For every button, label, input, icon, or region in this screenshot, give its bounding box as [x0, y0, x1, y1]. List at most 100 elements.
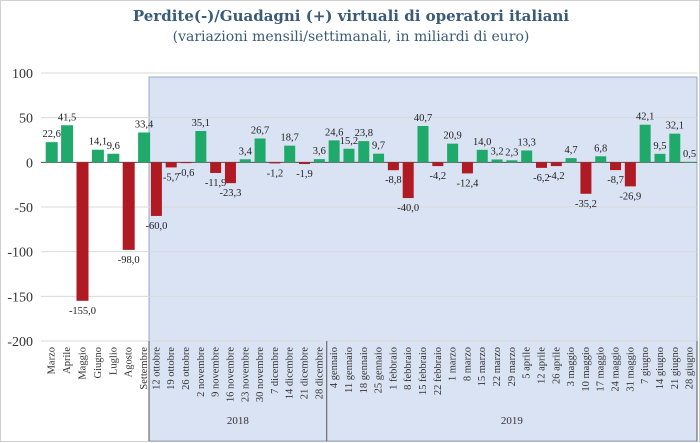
x-category-label: 16 novembre [225, 347, 236, 402]
bar-value-label: 3,2 [490, 146, 503, 157]
bar [180, 162, 192, 164]
bar-value-label: 15,2 [340, 136, 358, 147]
bar-value-label: 23,8 [355, 128, 373, 139]
x-category-label: 5 aprile [522, 347, 533, 379]
y-tick-label: 50 [19, 112, 33, 127]
x-category-label: 9 novembre [211, 347, 222, 397]
year-label: 2018 [227, 415, 250, 427]
chart-title: Perdite(-)/Guadagni (+) virtuali di oper… [132, 7, 570, 25]
x-category-label: 29 marzo [507, 347, 518, 386]
bar [269, 162, 281, 164]
bar-value-label: 24,6 [325, 127, 343, 138]
bar [138, 132, 151, 163]
bar [165, 162, 177, 168]
bar [654, 153, 666, 163]
bar [580, 162, 592, 194]
bar-value-label: 14,1 [89, 137, 107, 148]
bar-value-label: 2,3 [505, 147, 518, 158]
bar-value-label: -11,9 [205, 178, 226, 189]
x-category-label: 1 marzo [448, 347, 459, 381]
bar [210, 162, 222, 173]
x-category-label: 22 febbraio [433, 347, 444, 395]
bar [491, 159, 503, 163]
x-category-label: 14 giugno [655, 347, 666, 389]
x-category-label: 15 febbraio [418, 347, 429, 395]
x-category-label: 17 maggio [596, 347, 607, 392]
y-tick-label: -150 [7, 290, 33, 305]
x-category-label: 21 dicembre [300, 347, 311, 400]
bar [535, 162, 547, 168]
bar-value-label: 6,8 [594, 143, 607, 154]
bar [639, 124, 651, 163]
bar-value-label: -60,0 [145, 221, 167, 232]
x-category-label: Giugno [93, 347, 104, 379]
x-category-label: 31 maggio [625, 347, 636, 392]
bar-value-label: -1,2 [267, 168, 284, 179]
bar [254, 138, 266, 163]
year-label: 2019 [501, 415, 524, 427]
bar [299, 162, 311, 165]
x-category-label: 24 maggio [611, 347, 622, 392]
x-category-label: 7 giugno [640, 347, 651, 384]
bar [595, 156, 607, 163]
bar [432, 162, 444, 167]
bar [239, 159, 251, 163]
bar-value-label: 13,3 [517, 137, 535, 148]
bar-value-label: 40,7 [414, 113, 432, 124]
bar-value-label: 35,1 [192, 118, 210, 129]
bar-value-label: 20,9 [443, 131, 461, 142]
bar-value-label: 9,7 [372, 141, 385, 152]
bar-value-label: -98,0 [118, 255, 140, 266]
x-category-label: 26 ottobre [181, 347, 192, 390]
x-category-label: 12 aprile [536, 347, 547, 384]
x-category-label: 26 aprile [551, 347, 562, 384]
x-category-label: 25 gennaio [374, 347, 385, 393]
bar [328, 140, 340, 163]
bar [195, 130, 207, 163]
bar-value-label: -5,7 [163, 172, 180, 183]
bar-value-label: -40,0 [397, 203, 419, 214]
bar-value-label: -4,2 [429, 171, 446, 182]
bar-value-label: -23,3 [220, 188, 242, 199]
x-category-label: 11 gennaio [344, 347, 355, 393]
x-category-label: 2 novembre [196, 347, 207, 397]
bar [461, 162, 473, 174]
bar-value-label: -12,4 [456, 178, 479, 189]
bar-value-label: 9,5 [653, 141, 666, 152]
bar-value-label: -6,2 [533, 173, 550, 184]
x-category-label: 8 febbraio [403, 347, 414, 390]
y-tick-label: 100 [12, 67, 33, 82]
chart-subtitle: (variazioni mensili/settimanali, in mili… [172, 29, 530, 45]
bar-value-label: 4,7 [565, 145, 578, 156]
bar [122, 162, 135, 250]
bar-value-label: 14,0 [473, 137, 491, 148]
bar [402, 162, 414, 199]
bar [521, 150, 533, 163]
x-category-label: 30 novembre [255, 347, 266, 402]
bar [76, 162, 89, 301]
bar [45, 142, 58, 163]
x-category-label: 10 maggio [581, 347, 592, 392]
bar-value-label: -155,0 [69, 306, 96, 317]
bar-value-label: 41,5 [58, 112, 76, 123]
bar [550, 162, 562, 167]
bar-value-label: -0,6 [178, 168, 195, 179]
x-category-label: 18 gennaio [359, 347, 370, 393]
bar [343, 148, 355, 163]
bar [373, 153, 385, 163]
x-category-label: 19 ottobre [166, 347, 177, 390]
bar [447, 143, 459, 163]
x-category-label: 28 dicembre [314, 347, 325, 400]
bar [565, 158, 577, 163]
x-category-label: 14 dicembre [285, 347, 296, 400]
x-category-label: 4 gennaio [329, 347, 340, 388]
x-category-label: Marzo [47, 347, 58, 374]
bar [387, 162, 399, 171]
bar-value-label: 22,6 [43, 129, 61, 140]
bar-value-label: -4,2 [548, 171, 565, 182]
bar [150, 162, 162, 216]
bar-value-label: 32,1 [666, 121, 684, 132]
x-category-label: Settembre [139, 347, 150, 390]
